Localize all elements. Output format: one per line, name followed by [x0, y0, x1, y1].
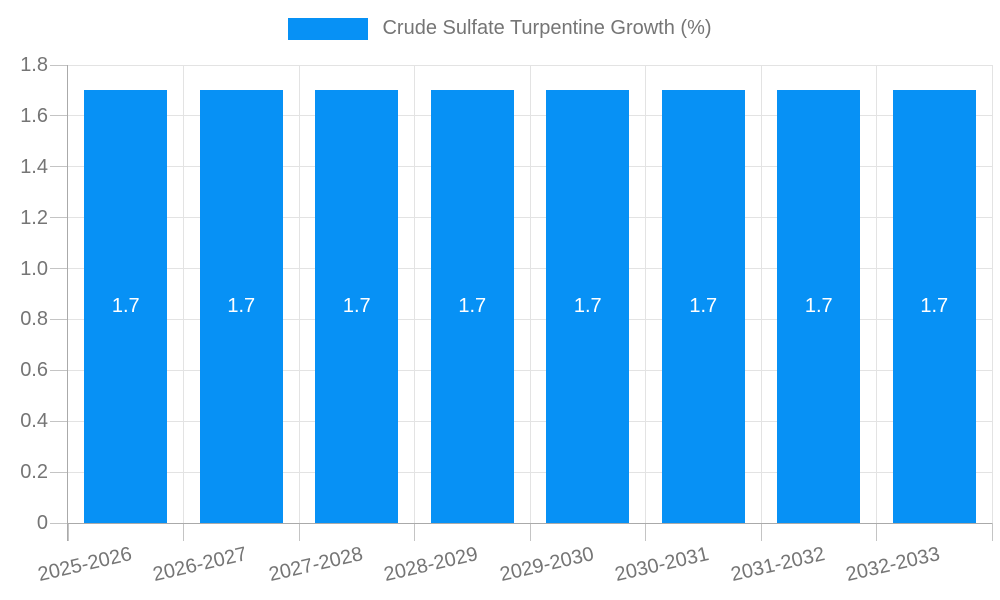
v-gridline: [298, 65, 300, 523]
y-tick: [50, 318, 68, 320]
y-tick-label: 0.2: [20, 461, 48, 484]
x-tick-label: 2032-2033: [844, 543, 943, 586]
v-gridline: [183, 65, 184, 523]
y-tick: [50, 420, 68, 422]
x-tick: [67, 523, 69, 541]
y-tick-label: 1.6: [20, 104, 48, 127]
bar-value-label: 1.7: [804, 295, 833, 318]
y-tick: [50, 522, 68, 524]
bar[interactable]: 1.7: [892, 90, 976, 523]
x-tick-label: 2029-2030: [497, 543, 596, 586]
bar-value-label: 1.7: [573, 295, 602, 318]
x-tick: [529, 523, 531, 541]
y-tick: [50, 166, 68, 168]
x-tick: [183, 523, 184, 541]
bar-value-label: 1.7: [920, 295, 949, 318]
bar[interactable]: 1.7: [84, 90, 168, 523]
x-tick-label: 2026-2027: [151, 543, 250, 586]
x-tick-label: 2028-2029: [382, 543, 481, 586]
legend-item[interactable]: Crude Sulfate Turpentine Growth (%): [288, 17, 712, 40]
y-tick: [50, 471, 68, 473]
y-tick: [50, 217, 68, 219]
x-tick: [645, 523, 646, 541]
y-axis-line: [67, 65, 68, 541]
x-tick: [298, 523, 300, 541]
bar-value-label: 1.7: [342, 295, 371, 318]
v-gridline: [991, 65, 993, 523]
x-tick-label: 2025-2026: [35, 543, 134, 586]
bar[interactable]: 1.7: [199, 90, 283, 523]
y-tick-label: 0: [36, 512, 48, 534]
bar[interactable]: 1.7: [315, 90, 399, 523]
x-axis-line: [68, 523, 992, 524]
y-tick: [50, 64, 68, 66]
bar[interactable]: 1.7: [430, 90, 514, 523]
bar[interactable]: 1.7: [661, 90, 745, 523]
bar[interactable]: 1.7: [777, 90, 861, 523]
y-tick-label: 1.8: [20, 54, 48, 76]
y-tick-label: 0.4: [20, 410, 48, 433]
legend-label: Crude Sulfate Turpentine Growth (%): [382, 17, 712, 39]
y-tick-label: 1.0: [20, 257, 48, 280]
x-tick: [876, 523, 877, 541]
bar-value-label: 1.7: [458, 295, 487, 318]
x-tick-label: 2030-2031: [613, 543, 712, 586]
x-tick: [991, 523, 993, 541]
x-tick: [760, 523, 762, 541]
x-tick-label: 2031-2032: [728, 543, 827, 586]
y-tick-label: 0.8: [20, 308, 48, 331]
bar-value-label: 1.7: [689, 295, 718, 318]
x-tick: [414, 523, 415, 541]
v-gridline: [876, 65, 877, 523]
y-tick-label: 1.4: [20, 155, 48, 178]
v-gridline: [414, 65, 415, 523]
y-tick-label: 1.2: [20, 206, 48, 229]
y-tick: [50, 115, 68, 117]
bar-value-label: 1.7: [227, 295, 256, 318]
y-tick-label: 0.6: [20, 359, 48, 382]
bar[interactable]: 1.7: [546, 90, 630, 523]
v-gridline: [645, 65, 646, 523]
x-tick-label: 2027-2028: [266, 543, 365, 586]
y-tick: [50, 268, 68, 270]
y-tick: [50, 369, 68, 371]
bar-value-label: 1.7: [111, 295, 140, 318]
v-gridline: [760, 65, 762, 523]
v-gridline: [529, 65, 531, 523]
legend-swatch: [288, 17, 369, 40]
legend: Crude Sulfate Turpentine Growth (%): [0, 0, 1000, 40]
